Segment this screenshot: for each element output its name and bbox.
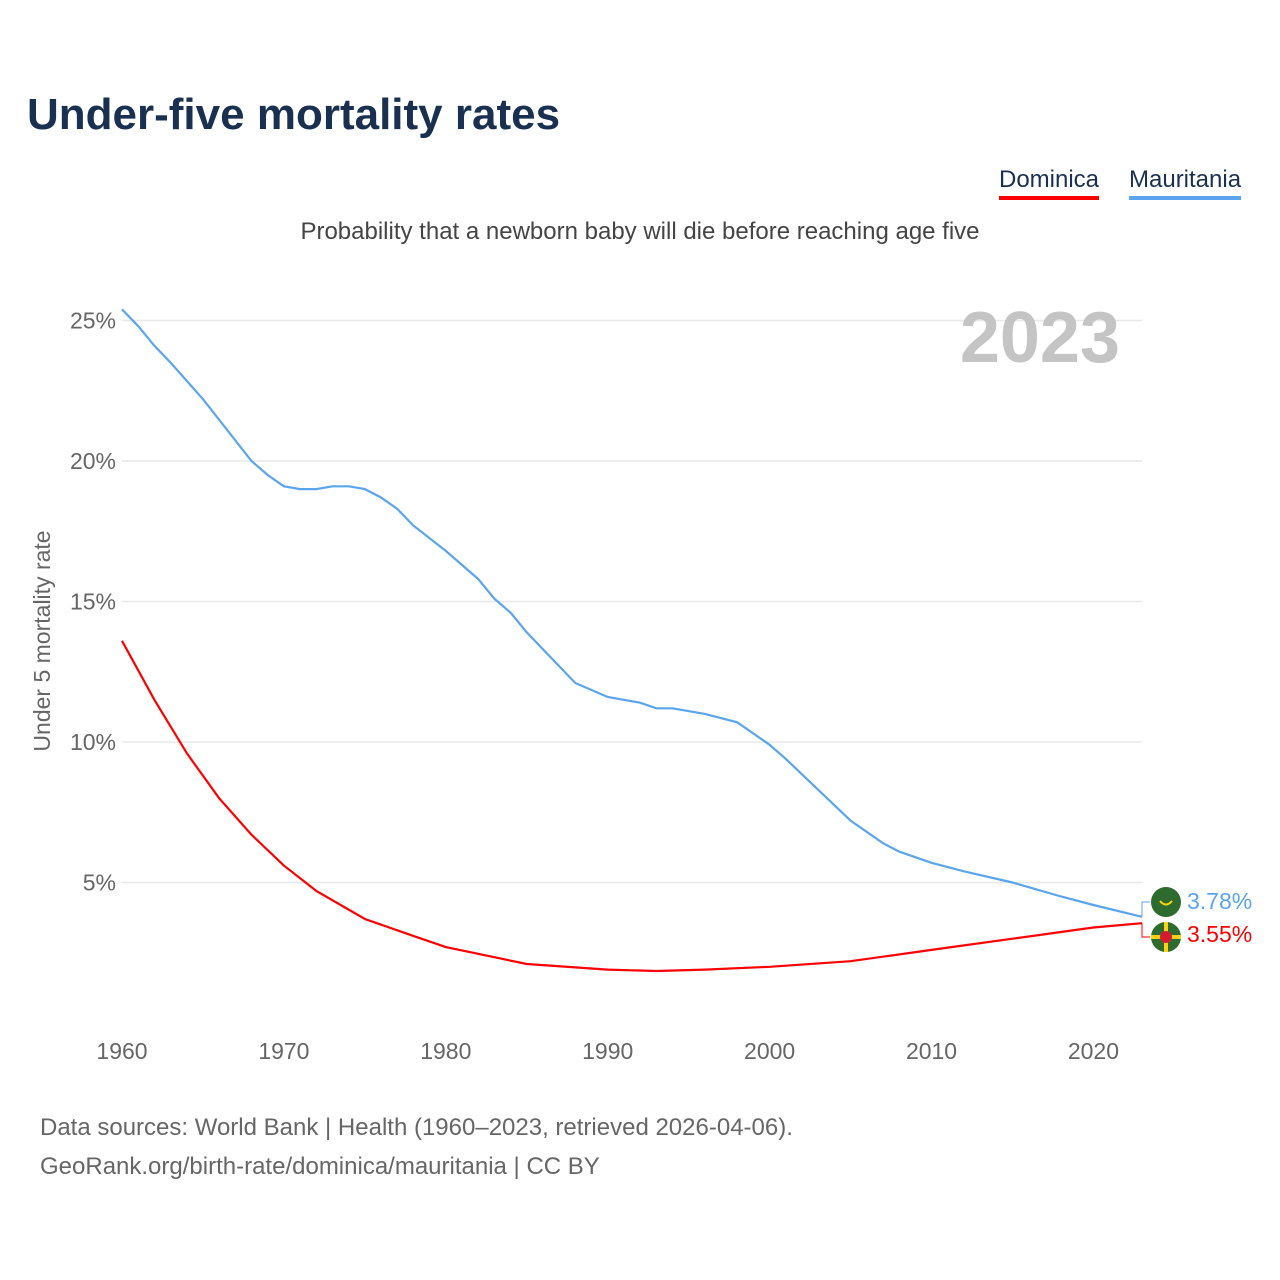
x-tick-label: 2000 — [744, 1038, 795, 1064]
x-tick-label: 2020 — [1068, 1038, 1119, 1064]
end-value-label: 3.55% — [1187, 921, 1252, 947]
x-tick-label: 1970 — [258, 1038, 309, 1064]
y-tick-label: 20% — [70, 448, 116, 474]
x-tick-label: 1990 — [582, 1038, 633, 1064]
series-line-dominica — [121, 640, 1143, 973]
source-line: Data sources: World Bank | Health (1960–… — [40, 1114, 793, 1141]
leader-line — [1141, 923, 1150, 938]
y-tick-label: 15% — [70, 589, 116, 615]
source-note: Data sources: World Bank | Health (1960–… — [40, 1108, 793, 1186]
series-line-mauritania — [121, 308, 1143, 918]
source-url[interactable]: GeoRank.org/birth-rate/dominica/mauritan… — [40, 1153, 600, 1180]
legend-mauritania[interactable]: Mauritania — [1129, 166, 1242, 200]
y-tick-label: 5% — [83, 870, 116, 896]
flag-crescent — [1159, 900, 1173, 906]
y-axis-label: Under 5 mortality rate — [29, 530, 55, 751]
x-tick-label: 1980 — [420, 1038, 471, 1064]
y-tick-label: 25% — [70, 308, 116, 334]
x-tick-label: 1960 — [96, 1038, 147, 1064]
x-tick-label: 2010 — [906, 1038, 957, 1064]
flag-disc — [1160, 931, 1172, 943]
legend-dominica[interactable]: Dominica — [999, 166, 1100, 200]
y-tick-label: 10% — [70, 729, 116, 755]
end-value-label: 3.78% — [1187, 888, 1252, 914]
flag-mauritania-icon — [1151, 887, 1181, 917]
leader-line — [1141, 901, 1150, 917]
chart-subtitle: Probability that a newborn baby will die… — [300, 218, 980, 245]
chart-title: Under-five mortality rates — [27, 90, 561, 139]
year-label: 2023 — [960, 298, 1120, 378]
